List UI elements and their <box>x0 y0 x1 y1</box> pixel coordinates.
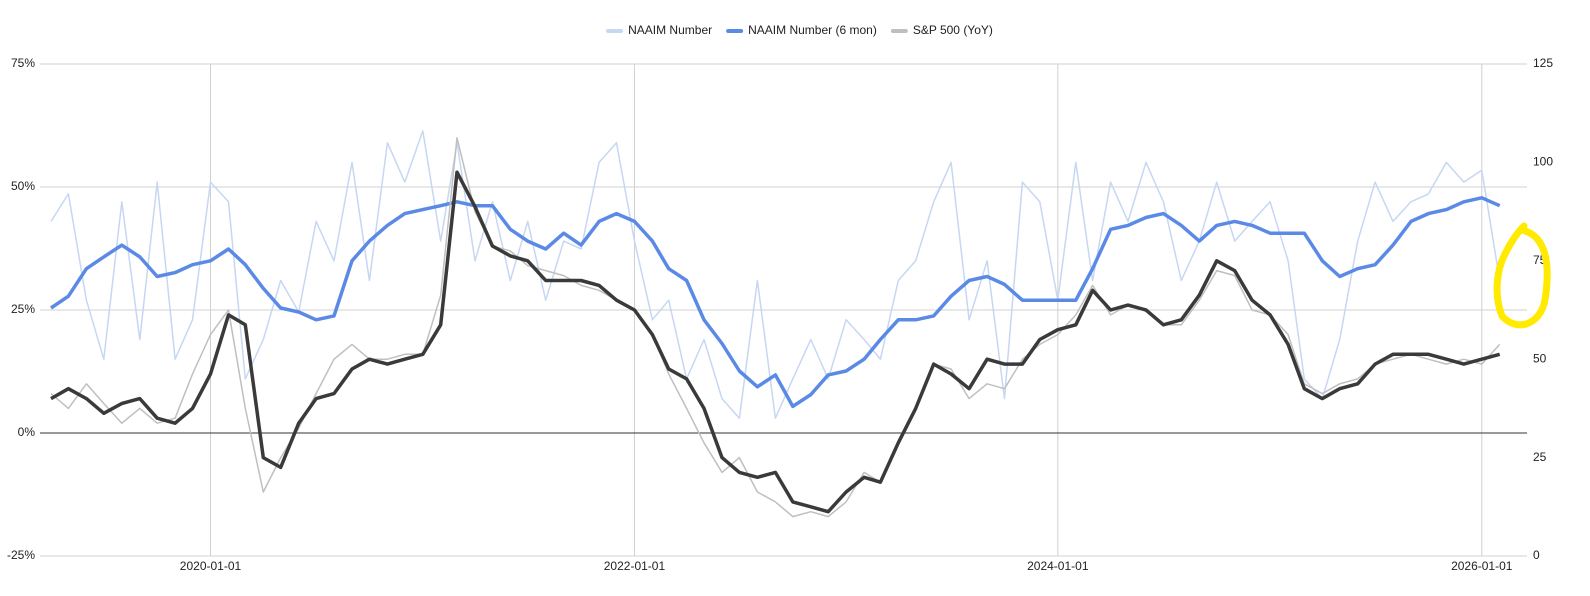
x-tick-label: 2026-01-01 <box>1451 559 1513 573</box>
y2-tick-label: 50 <box>1533 351 1547 365</box>
plot-area <box>50 130 1501 518</box>
y-tick-label: 75% <box>11 56 35 70</box>
x-tick-label: 2024-01-01 <box>1027 559 1089 573</box>
x-tick-label: 2020-01-01 <box>180 559 242 573</box>
x-tick-label: 2022-01-01 <box>604 559 666 573</box>
legend-label: NAAIM Number (6 mon) <box>748 23 877 37</box>
y2-tick-label: 25 <box>1533 450 1547 464</box>
series-line <box>50 170 1501 514</box>
y-tick-label: 25% <box>11 302 35 316</box>
axes: 2020-01-01 2022-01-01 2024-01-01 2026-01-01… <box>7 56 1553 573</box>
series-line <box>50 196 1501 409</box>
legend-label: NAAIM Number <box>628 23 712 37</box>
y2-tick-label: 125 <box>1533 56 1553 70</box>
y-tick-label: 50% <box>11 179 35 193</box>
grid <box>40 63 1527 557</box>
y-tick-label: 0% <box>18 425 36 439</box>
y2-tick-label: 0 <box>1533 548 1540 562</box>
y2-tick-label: 100 <box>1533 155 1553 169</box>
series-line <box>50 130 1501 419</box>
y-tick-label: -25% <box>7 548 35 562</box>
legend-label: S&P 500 (YoY) <box>913 23 993 37</box>
highlight-annotation <box>1493 222 1551 329</box>
legend: NAAIM Number NAAIM Number (6 mon) S&P 500 … <box>606 23 993 37</box>
